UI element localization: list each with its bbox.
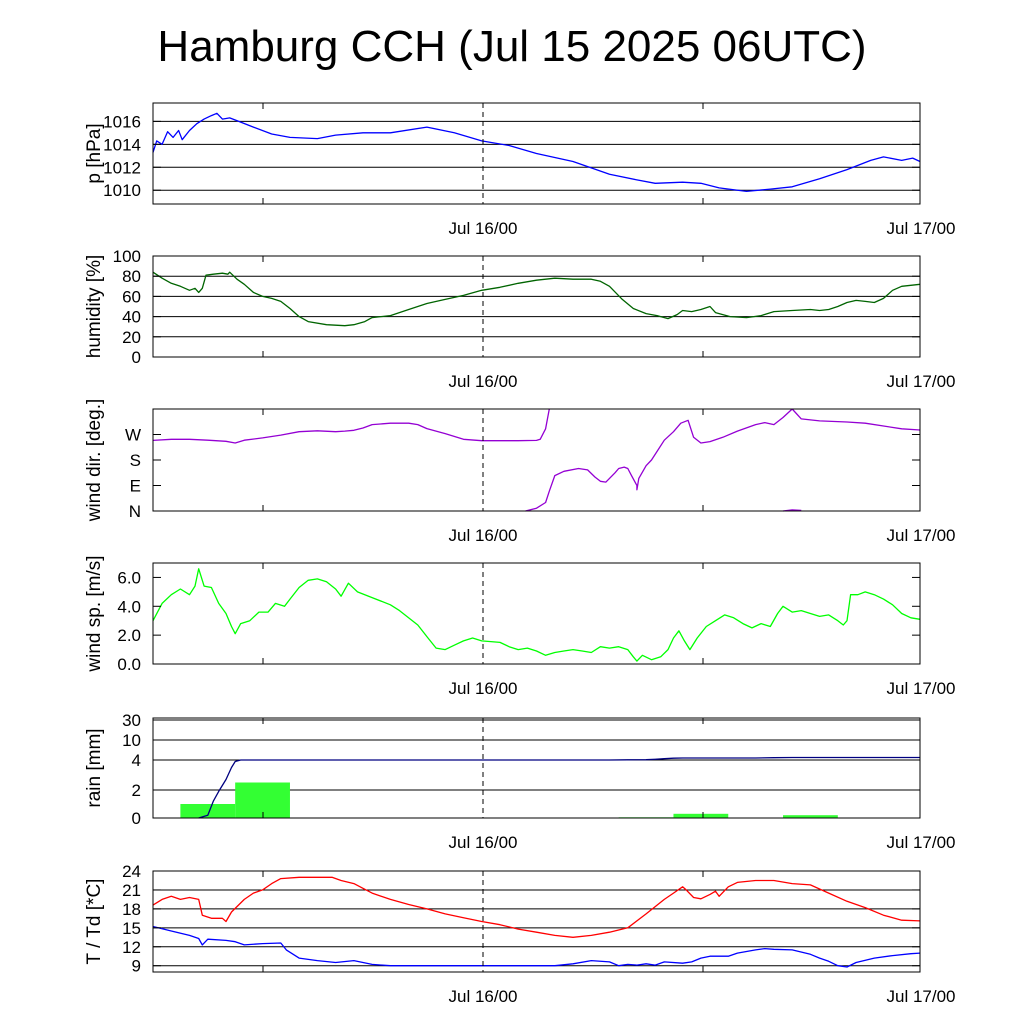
y-tick-label: 1014	[103, 135, 141, 154]
chart-title: Hamburg CCH (Jul 15 2025 06UTC)	[157, 22, 867, 71]
y-tick-label: 1016	[103, 112, 141, 131]
y-tick-label: 60	[122, 287, 141, 306]
y-tick-label: 0.0	[117, 655, 141, 674]
y-tick-label: 10	[122, 731, 141, 750]
panel-frame	[152, 717, 921, 819]
x-tick-label: Jul 17/00	[887, 987, 956, 1006]
y-tick-label: 21	[122, 881, 141, 900]
panel-4: 0.0 2.0 4.0 6.0 Jul 16/00 Jul 17/00 wind sp. […	[84, 555, 956, 698]
y-tick-label: 20	[122, 328, 141, 347]
y-tick-label: 2	[132, 781, 141, 800]
y-tick-label: 24	[122, 862, 141, 881]
x-tick-label: Jul 16/00	[449, 833, 518, 852]
panel-frame	[152, 255, 921, 358]
y-tick-label: 15	[122, 919, 141, 938]
y-tick-label: E	[130, 477, 141, 496]
series-line	[152, 112, 921, 193]
y-tick-label: 1012	[103, 158, 141, 177]
rain-bar	[673, 813, 729, 818]
y-tick-label: N	[129, 502, 141, 521]
x-tick-label: Jul 16/00	[449, 219, 518, 238]
y-tick-label: 100	[113, 247, 141, 266]
y-axis-label: T / Td [*C]	[84, 879, 105, 965]
panel-frame	[152, 102, 921, 205]
series-line	[152, 568, 921, 662]
x-tick-label: Jul 16/00	[449, 526, 518, 545]
y-tick-label: 2.0	[117, 626, 141, 645]
y-tick-label: 30	[122, 711, 141, 730]
y-axis-label: wind dir. [deg.]	[84, 399, 105, 523]
panel-1: 1010 1012 1014 1016 Jul 16/00 Jul 17/00 p [hPa…	[84, 102, 956, 238]
series-line	[152, 876, 921, 938]
y-axis-label: p [hPa]	[84, 123, 105, 183]
y-tick-label: 40	[122, 308, 141, 327]
x-tick-label: Jul 16/00	[449, 679, 518, 698]
x-tick-label: Jul 17/00	[887, 219, 956, 238]
panel-frame	[152, 870, 921, 973]
series-line	[152, 408, 550, 444]
series-line	[152, 271, 921, 327]
y-tick-label: 80	[122, 267, 141, 286]
rain-bar	[180, 804, 236, 818]
y-tick-label: 4.0	[117, 597, 141, 616]
y-tick-label: 18	[122, 900, 141, 919]
x-tick-label: Jul 17/00	[887, 526, 956, 545]
x-tick-label: Jul 16/00	[449, 987, 518, 1006]
y-tick-label: 0	[132, 348, 141, 367]
y-tick-label: 9	[132, 957, 141, 976]
x-tick-label: Jul 16/00	[449, 372, 518, 391]
series-line	[198, 756, 920, 819]
y-tick-label: 6.0	[117, 568, 141, 587]
y-tick-label: S	[130, 451, 141, 470]
y-tick-label: W	[125, 426, 141, 445]
rain-bar	[783, 815, 838, 818]
series-line	[525, 408, 793, 512]
series-line	[791, 408, 921, 431]
panel-frame	[152, 408, 921, 512]
y-tick-label: 0	[132, 809, 141, 828]
panel-frame	[152, 562, 921, 665]
series-line	[152, 925, 921, 968]
x-tick-label: Jul 17/00	[887, 372, 956, 391]
y-axis-label: rain [mm]	[84, 728, 105, 807]
y-tick-label: 12	[122, 938, 141, 957]
x-tick-label: Jul 17/00	[887, 833, 956, 852]
x-tick-label: Jul 17/00	[887, 679, 956, 698]
y-axis-label: wind sp. [m/s]	[84, 555, 105, 672]
y-tick-label: 4	[132, 751, 141, 770]
y-tick-label: 1010	[103, 181, 141, 200]
y-axis-label: humidity [%]	[84, 255, 105, 358]
